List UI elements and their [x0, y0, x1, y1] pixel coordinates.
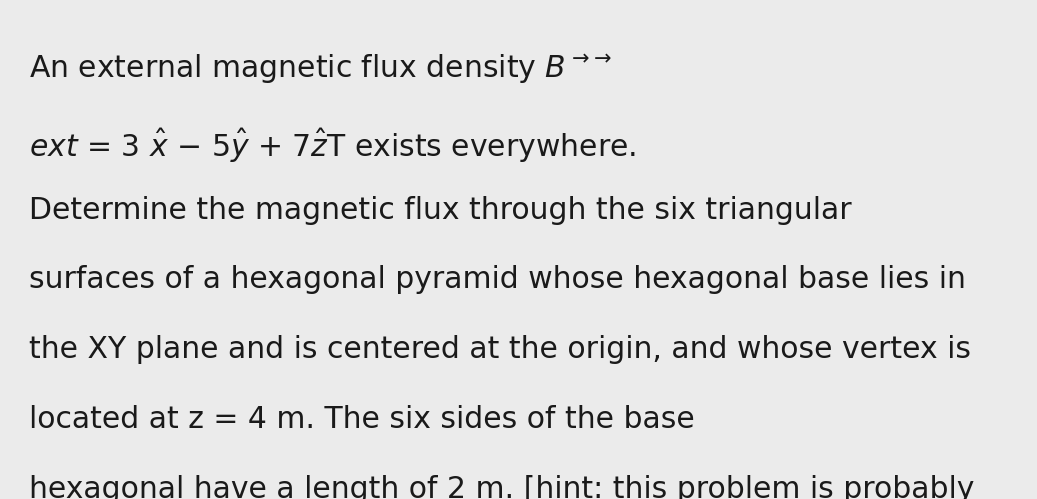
Text: the XY plane and is centered at the origin, and whose vertex is: the XY plane and is centered at the orig… — [29, 335, 971, 364]
Text: $\it{ext}$ = 3 $\hat{x}$ − 5$\hat{y}$ + 7$\hat{z}$T exists everywhere.: $\it{ext}$ = 3 $\hat{x}$ − 5$\hat{y}$ + … — [29, 127, 636, 166]
Text: located at z = 4 m. The six sides of the base: located at z = 4 m. The six sides of the… — [29, 405, 695, 434]
Text: Determine the magnetic flux through the six triangular: Determine the magnetic flux through the … — [29, 196, 851, 225]
Text: An external magnetic flux density $B^{\rightarrow\!\rightarrow}$: An external magnetic flux density $B^{\r… — [29, 52, 613, 86]
Text: hexagonal have a length of 2 m. [hint: this problem is probably: hexagonal have a length of 2 m. [hint: t… — [29, 475, 975, 499]
Text: surfaces of a hexagonal pyramid whose hexagonal base lies in: surfaces of a hexagonal pyramid whose he… — [29, 265, 965, 294]
